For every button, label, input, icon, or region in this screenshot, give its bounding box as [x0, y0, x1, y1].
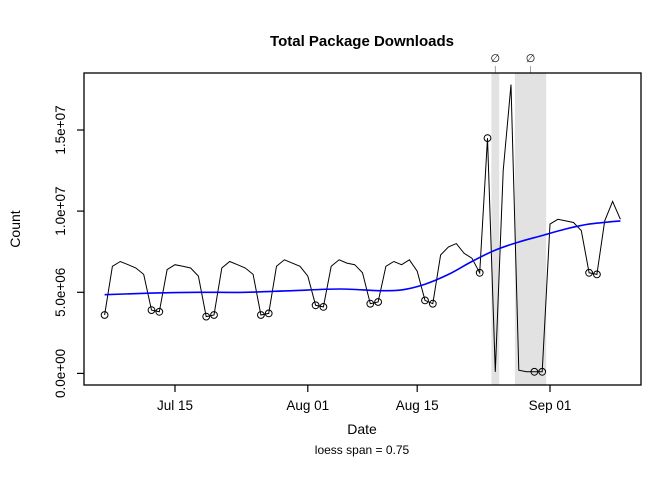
y-tick-label: 1.5e+07: [53, 105, 68, 154]
data-point-circle: [155, 307, 164, 316]
missing-data-band: [514, 73, 547, 385]
x-tick-label: Sep 01: [529, 398, 572, 413]
data-point-circle: [593, 270, 601, 279]
data-point-circle: [147, 306, 156, 315]
data-point-circle: [264, 309, 273, 318]
chart-title: Total Package Downloads: [270, 33, 454, 50]
y-axis-title: Count: [7, 210, 23, 247]
y-tick-label: 5.0e+06: [53, 268, 68, 317]
x-tick-label: Aug 01: [286, 398, 329, 413]
missing-data-band: [491, 73, 500, 385]
data-point-circle: [366, 299, 375, 308]
data-point-circle: [530, 367, 539, 376]
null-symbol: ∅: [526, 53, 536, 65]
chart-subtitle: loess span = 0.75: [315, 443, 410, 457]
data-point-circle: [475, 268, 484, 277]
data-point-circle: [421, 296, 429, 305]
null-symbol: ∅: [491, 53, 501, 65]
loess-curve: [104, 220, 621, 296]
plot-border: [83, 72, 642, 386]
data-point-circle: [210, 311, 218, 319]
data-point-circle: [202, 312, 211, 321]
data-point-circle: [538, 367, 547, 376]
downloads-series-line: [104, 84, 621, 373]
data-point-circle: [319, 303, 328, 311]
data-point-circle: [374, 298, 383, 306]
data-point-circle: [311, 301, 320, 310]
x-axis-title: Date: [347, 421, 377, 437]
data-point-circle: [100, 311, 109, 319]
data-point-circle: [483, 134, 492, 143]
data-point-circle: [585, 268, 593, 277]
data-point-circle: [428, 299, 437, 308]
y-tick-label: 0.0e+00: [53, 349, 68, 398]
data-point-circle: [257, 311, 265, 319]
x-tick-label: Jul 15: [157, 398, 193, 413]
y-tick-label: 1.0e+07: [53, 187, 68, 236]
x-tick-label: Aug 15: [396, 398, 439, 413]
plot-layer: ∅ ∅ Jul 15 Aug 01 Aug 15 Sep 01 0.0e+00 5.0e+06…: [53, 53, 642, 413]
